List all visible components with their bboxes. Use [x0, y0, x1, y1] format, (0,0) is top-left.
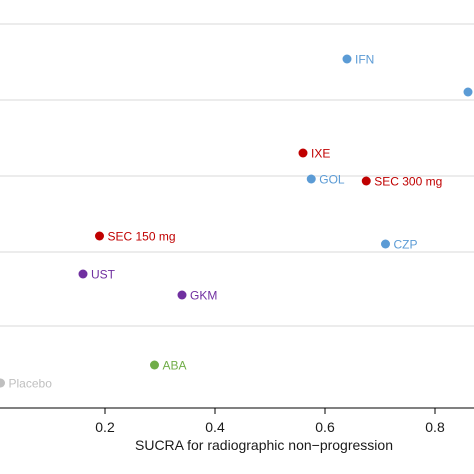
x-axis-ticks: 0.2 0.4 0.6 0.8 [95, 408, 445, 435]
data-point-group: SEC 300 mg [361, 175, 442, 189]
data-point-label: Placebo [9, 377, 53, 391]
x-tick-label: 0.8 [425, 419, 445, 435]
data-point-group: IXE [298, 147, 330, 161]
data-point-label: GKM [190, 289, 217, 303]
data-point-label: IFN [355, 53, 374, 67]
data-point-group: SEC 150 mg [95, 230, 176, 244]
data-points: IFN E IXE GOL SEC 300 mg SEC 150 mg CZP UST GKM A… [0, 53, 473, 391]
data-point-label: GOL [319, 173, 345, 187]
data-point-marker [361, 176, 371, 186]
x-tick-label: 0.6 [315, 419, 335, 435]
gridlines [0, 23, 474, 327]
data-point-group: GKM [177, 289, 217, 303]
data-point-marker [0, 378, 5, 388]
data-point-group: UST [78, 268, 116, 282]
data-point-label: SEC 150 mg [108, 230, 176, 244]
data-point-marker [150, 360, 159, 370]
x-tick-label: 0.4 [205, 419, 225, 435]
data-point-group: IFN [342, 53, 374, 67]
data-point-marker [306, 174, 316, 184]
data-point-group: GOL [306, 173, 345, 187]
data-point-label: SEC 300 mg [374, 175, 442, 189]
data-point-marker [463, 87, 473, 97]
data-point-marker [298, 148, 308, 158]
data-point-group: Placebo [0, 377, 52, 391]
x-tick-label: 0.2 [95, 419, 115, 435]
data-point-group: ABA [150, 359, 187, 373]
data-point-marker [95, 231, 104, 241]
data-point-label: CZP [394, 238, 418, 252]
x-axis-title: SUCRA for radiographic non−progression [135, 437, 393, 453]
data-point-marker [177, 290, 187, 300]
data-point-group: E [463, 87, 473, 97]
data-point-group: CZP [381, 238, 418, 252]
data-point-marker [78, 269, 88, 279]
data-point-label: IXE [311, 147, 330, 161]
data-point-marker [381, 239, 390, 249]
data-point-label: ABA [163, 359, 187, 373]
data-point-label: UST [91, 268, 116, 282]
data-point-marker [342, 54, 352, 64]
